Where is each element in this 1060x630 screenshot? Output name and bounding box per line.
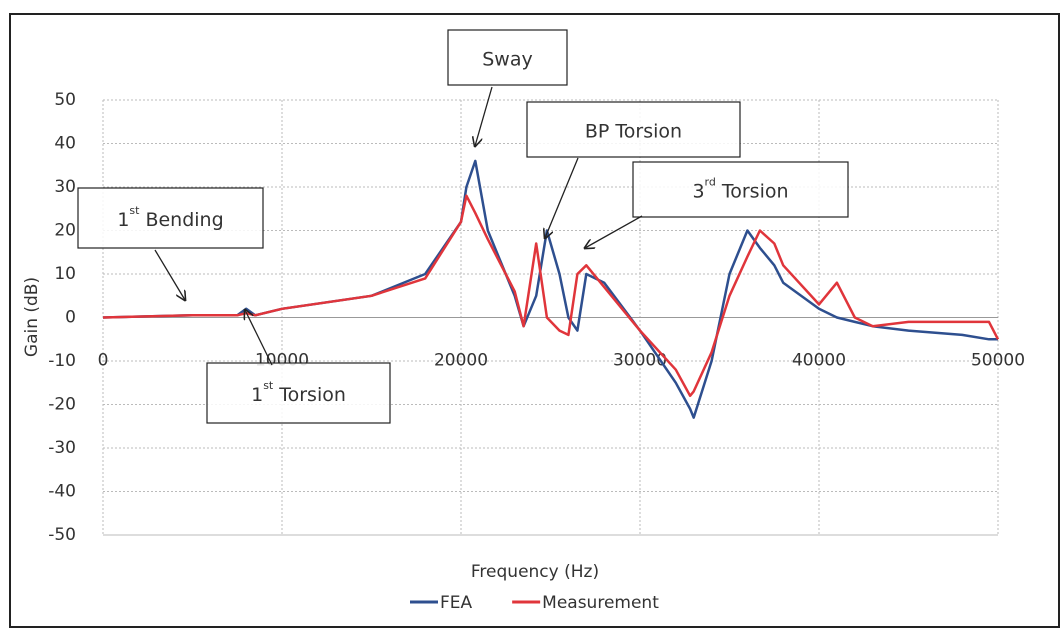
- annotation-arrow: [545, 157, 579, 238]
- legend-label: FEA: [440, 593, 473, 613]
- x-axis-label: Frequency (Hz): [471, 562, 599, 582]
- y-tick-label: -10: [48, 351, 76, 371]
- annotation-number: 3: [692, 180, 704, 202]
- x-tick-label: 50000: [971, 351, 1025, 371]
- annotation-text: Sway: [482, 48, 533, 70]
- y-tick-label: 50: [54, 90, 76, 110]
- annotation-sup: st: [129, 204, 140, 217]
- annotation-number: 1: [251, 384, 263, 406]
- y-tick-label: 20: [54, 221, 76, 241]
- y-tick-label: -50: [48, 525, 76, 545]
- legend-label: Measurement: [542, 593, 659, 613]
- y-tick-label: 0: [65, 308, 76, 328]
- y-axis-label: Gain (dB): [22, 277, 42, 357]
- y-tick-label: 10: [54, 264, 76, 284]
- annotation-box: [447, 29, 568, 86]
- annotation-number: 1: [117, 209, 129, 231]
- series-line: [102, 194, 1000, 398]
- x-tick-label: 40000: [792, 351, 846, 371]
- annotation-text: BP Torsion: [585, 120, 682, 142]
- y-tick-label: -20: [48, 395, 76, 415]
- annotation-label: 1st Bending: [117, 204, 223, 231]
- annotation-box: [77, 187, 264, 249]
- y-tick-label: -30: [48, 438, 76, 458]
- annotation-label: 3rd Torsion: [692, 176, 788, 203]
- x-tick-label: 30000: [613, 351, 667, 371]
- annotation-arrow: [475, 86, 493, 146]
- annotation-label: 1st Torsion: [251, 379, 346, 406]
- annotation-sup: st: [263, 379, 274, 392]
- annotation-text: Bending: [145, 209, 223, 231]
- annotation-label: Sway: [482, 48, 533, 70]
- annotation-text: Torsion: [721, 180, 789, 202]
- series-line: [102, 159, 998, 419]
- x-tick-label: 20000: [434, 351, 488, 371]
- annotation-arrow: [585, 215, 643, 248]
- annotation-box: [526, 101, 741, 158]
- annotation-arrow: [154, 249, 185, 300]
- annotation-sup: rd: [705, 176, 716, 189]
- chart-frame: [9, 13, 1060, 628]
- annotation-box: [632, 161, 849, 218]
- annotation-label: BP Torsion: [585, 120, 682, 142]
- y-tick-label: -40: [48, 482, 76, 502]
- annotation-arrow: [245, 310, 273, 366]
- y-tick-label: 30: [54, 177, 76, 197]
- annotation-box: [206, 362, 391, 424]
- y-tick-label: 40: [54, 134, 76, 154]
- annotation-text: Torsion: [278, 384, 346, 406]
- x-tick-label: 0: [98, 351, 109, 371]
